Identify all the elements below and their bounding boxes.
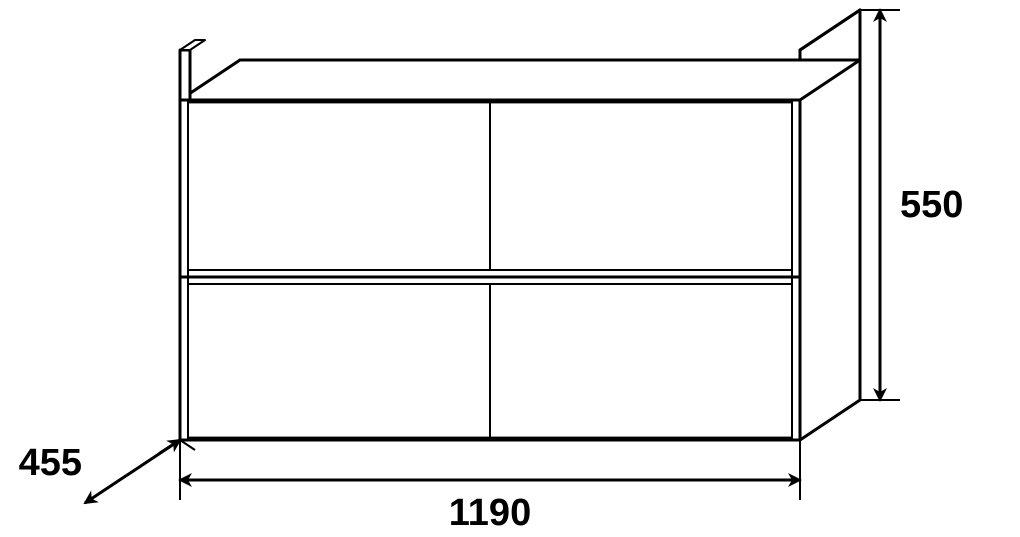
- dimension-height-label: 550: [900, 184, 963, 226]
- dimension-width-label: 1190: [449, 492, 531, 534]
- dimension-depth-label: 455: [19, 442, 82, 484]
- technical-drawing: 1190 550 455: [0, 0, 1020, 537]
- cabinet-isometric: [160, 10, 860, 453]
